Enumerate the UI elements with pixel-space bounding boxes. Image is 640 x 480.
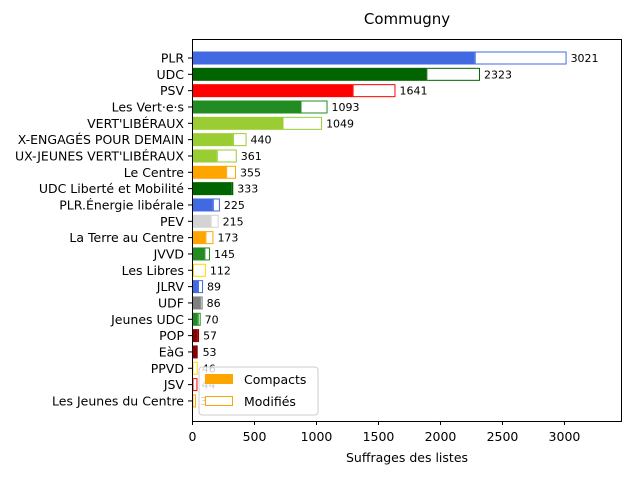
bar-compacts bbox=[192, 345, 198, 359]
value-label: 2323 bbox=[484, 68, 512, 81]
y-tick-label: UX-JEUNES VERT'LIBÉRAUX bbox=[15, 148, 184, 163]
bar-modifies bbox=[205, 231, 214, 245]
legend-label-modifies: Modifiés bbox=[244, 394, 296, 409]
y-tick-label: PLR.Énergie libérale bbox=[59, 197, 184, 212]
y-tick-label: PLR bbox=[161, 51, 185, 66]
y-tick-label: Le Centre bbox=[124, 165, 185, 180]
bar-modifies bbox=[474, 51, 567, 65]
x-tick-label: 3000 bbox=[549, 429, 581, 444]
x-tick-label: 2000 bbox=[425, 429, 457, 444]
bar-compacts bbox=[192, 296, 201, 310]
y-tick-label: La Terre au Centre bbox=[69, 230, 184, 245]
value-label: 333 bbox=[237, 183, 258, 196]
plot-frame bbox=[192, 39, 622, 422]
value-label: 57 bbox=[203, 330, 217, 343]
value-label: 1049 bbox=[326, 117, 354, 130]
y-tick-label: JLRV bbox=[156, 279, 185, 294]
x-axis: 0 500 1000 1500 2000 2500 3000 bbox=[189, 421, 581, 444]
bar-modifies bbox=[192, 263, 206, 277]
bar-modifies bbox=[231, 182, 234, 196]
bar-compacts bbox=[192, 67, 427, 81]
legend-swatch-modifies bbox=[205, 396, 233, 406]
bar-modifies bbox=[204, 247, 210, 261]
bar-modifies bbox=[352, 84, 396, 98]
bar-compacts bbox=[192, 329, 198, 343]
y-tick-label: POP bbox=[159, 328, 184, 343]
x-tick-label: 1500 bbox=[363, 429, 395, 444]
y-tick-label: Les Jeunes du Centre bbox=[52, 393, 184, 408]
bar-modifies bbox=[232, 133, 247, 147]
y-tick-label: UDF bbox=[158, 295, 184, 310]
x-axis-label: Suffrages des listes bbox=[346, 450, 468, 465]
value-label: 112 bbox=[210, 264, 231, 277]
bar-compacts bbox=[192, 247, 205, 261]
value-label: 355 bbox=[240, 166, 261, 179]
y-tick-label: Jeunes UDC bbox=[110, 312, 184, 327]
bar-modifies bbox=[192, 378, 198, 392]
bar-compacts bbox=[192, 214, 211, 228]
y-tick-label: EàG bbox=[159, 344, 184, 359]
bar-compacts bbox=[192, 231, 206, 245]
value-label: 89 bbox=[207, 281, 221, 294]
value-label: 53 bbox=[203, 346, 217, 359]
bar-compacts bbox=[192, 198, 213, 212]
x-tick-label: 0 bbox=[189, 429, 197, 444]
y-tick-label: Les Libres bbox=[122, 263, 184, 278]
bar-compacts bbox=[192, 51, 475, 65]
bar-compacts bbox=[192, 133, 233, 147]
bar-compacts bbox=[192, 312, 198, 326]
legend-label-compacts: Compacts bbox=[244, 372, 306, 387]
bar-compacts bbox=[192, 116, 283, 130]
value-label: 3021 bbox=[571, 52, 599, 65]
bars-group bbox=[192, 51, 567, 408]
x-tick-label: 2500 bbox=[487, 429, 519, 444]
bar-modifies bbox=[200, 296, 203, 310]
bar-compacts bbox=[192, 182, 232, 196]
value-label: 70 bbox=[205, 313, 219, 326]
y-tick-label: X-ENGAGÉS POUR DEMAIN bbox=[18, 132, 184, 147]
bar-compacts bbox=[192, 84, 353, 98]
bar-modifies bbox=[212, 198, 220, 212]
value-label: 225 bbox=[224, 199, 245, 212]
bar-modifies bbox=[210, 214, 219, 228]
bar-compacts bbox=[192, 100, 301, 114]
bar-compacts bbox=[192, 280, 198, 294]
chart-title: Commugny bbox=[364, 10, 450, 28]
value-label: 173 bbox=[217, 232, 238, 245]
x-tick-label: 500 bbox=[243, 429, 267, 444]
bar-compacts bbox=[192, 165, 227, 179]
bar-modifies bbox=[197, 280, 204, 294]
y-tick-label: UDC bbox=[156, 67, 184, 82]
legend-swatch-compacts bbox=[205, 374, 233, 384]
y-tick-label: UDC Liberté et Mobilité bbox=[39, 181, 184, 196]
y-tick-label: Les Vert·e·s bbox=[112, 99, 184, 114]
bar-compacts bbox=[192, 149, 217, 163]
y-tick-label: PPVD bbox=[151, 361, 184, 376]
y-tick-label: JSV bbox=[163, 377, 185, 392]
x-tick-label: 1000 bbox=[301, 429, 333, 444]
bar-modifies bbox=[197, 312, 201, 326]
value-label: 215 bbox=[223, 215, 244, 228]
bar-modifies bbox=[192, 361, 198, 375]
y-tick-label: PSV bbox=[160, 83, 184, 98]
bar-modifies bbox=[192, 394, 197, 408]
bar-modifies bbox=[226, 165, 237, 179]
bar-modifies bbox=[426, 67, 481, 81]
y-tick-label: PEV bbox=[160, 214, 184, 229]
value-label: 361 bbox=[241, 150, 262, 163]
bar-modifies bbox=[216, 149, 237, 163]
value-label: 86 bbox=[207, 297, 221, 310]
bar-modifies bbox=[300, 100, 328, 114]
value-label: 1641 bbox=[399, 85, 427, 98]
value-label: 1093 bbox=[332, 101, 360, 114]
y-tick-label: JVVD bbox=[153, 246, 184, 261]
y-tick-label: VERT'LIBÉRAUX bbox=[87, 116, 184, 131]
value-label: 145 bbox=[214, 248, 235, 261]
value-label: 440 bbox=[251, 134, 272, 147]
bar-modifies bbox=[282, 116, 323, 130]
legend: Compacts Modifiés bbox=[198, 366, 319, 416]
